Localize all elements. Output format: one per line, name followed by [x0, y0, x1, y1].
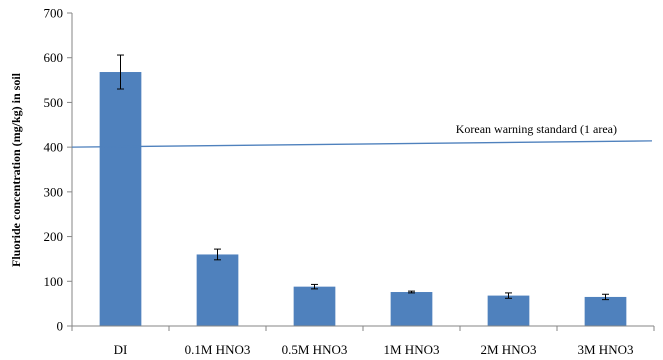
reference-line	[71, 140, 653, 148]
x-tick-label: DI	[114, 342, 128, 357]
bar	[99, 72, 142, 327]
y-tick-label: 400	[44, 140, 64, 155]
bar	[487, 295, 530, 326]
y-tick-label: 0	[57, 319, 64, 334]
bars-layer	[99, 72, 627, 327]
x-tick-label: 3M HNO3	[578, 342, 634, 357]
y-ticks-layer: 0 100 200 300 400 500 600 700	[44, 6, 72, 334]
error-bars-layer	[117, 54, 609, 301]
y-tick-label: 600	[44, 50, 64, 65]
x-tick-label: 0.1M HNO3	[185, 342, 251, 357]
reference-line-label: Korean warning standard (1 area)	[456, 122, 617, 136]
bar	[390, 292, 433, 326]
y-axis-label: Fluoride concentration (mg/kg) in soil	[9, 72, 23, 267]
y-tick-label: 500	[44, 95, 64, 110]
y-tick-label: 300	[44, 184, 64, 199]
bar	[584, 296, 627, 326]
y-tick-label: 700	[44, 6, 64, 21]
bar	[293, 286, 336, 326]
x-tick-label: 0.5M HNO3	[282, 342, 348, 357]
x-tick-label: 2M HNO3	[481, 342, 537, 357]
x-tick-label: 1M HNO3	[384, 342, 440, 357]
x-ticks-layer: DI 0.1M HNO3 0.5M HNO3 1M HNO3 2M HNO3 3M HNO…	[71, 326, 655, 357]
y-tick-label: 200	[44, 229, 64, 244]
bar	[196, 254, 239, 326]
y-tick-label: 100	[44, 274, 64, 289]
